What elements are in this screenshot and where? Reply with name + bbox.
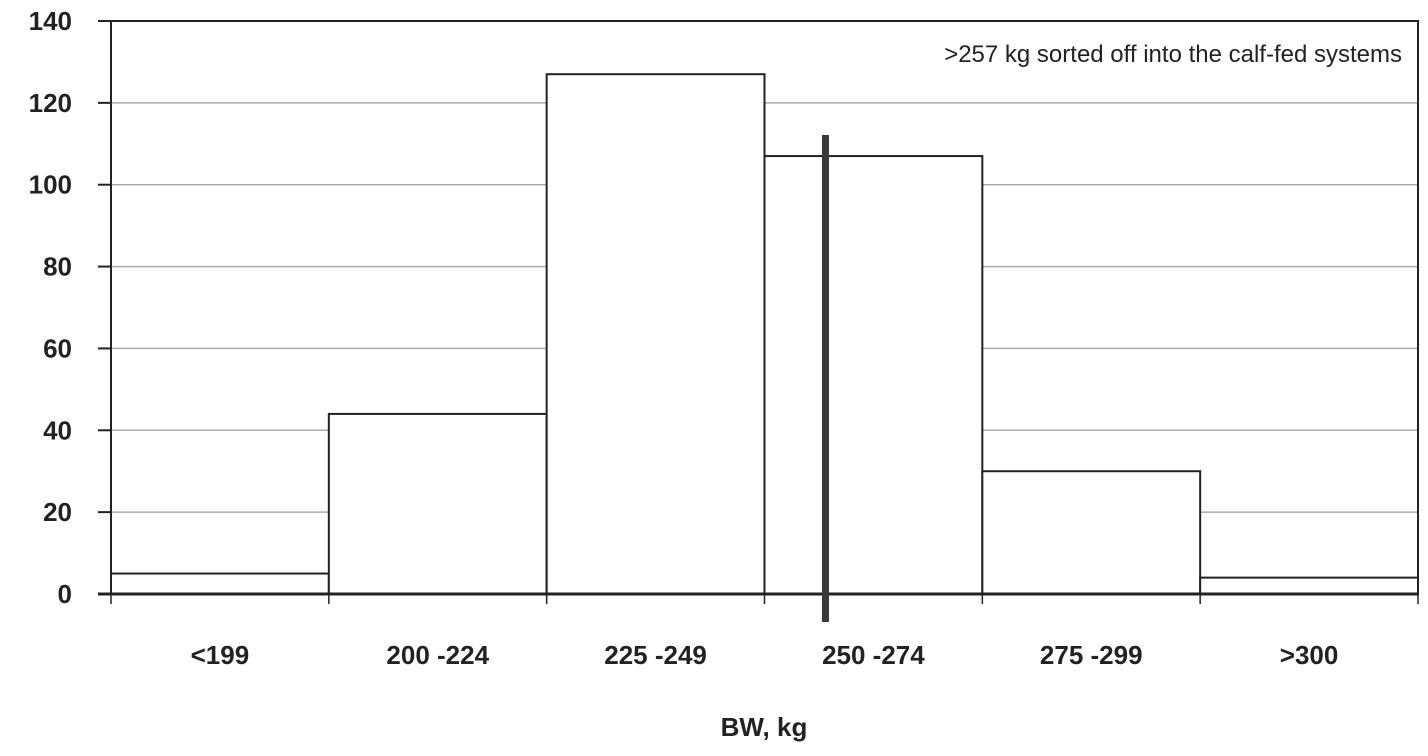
y-tick-label: 0 [58,579,72,609]
y-tick-label: 140 [29,6,72,36]
bar [110,572,330,595]
y-tick-label: 100 [29,170,72,200]
bar [545,73,766,595]
bar [763,155,984,595]
axis-layer [98,20,1419,604]
x-tick-label: >300 [1280,640,1339,670]
x-tick-label: 225 -249 [604,640,707,670]
x-tick-label: <199 [191,640,250,670]
x-axis-label: BW, kg [721,712,808,742]
y-tick-labels: 0 20 40 60 80 100 120 140 [29,6,72,609]
bars-layer [110,73,1419,596]
y-tick-label: 80 [43,252,72,282]
x-tick-label: 200 -224 [386,640,489,670]
y-tick-label: 60 [43,333,72,363]
y-tick-label: 20 [43,497,72,527]
y-tick-label: 120 [29,88,72,118]
annotation-text: >257 kg sorted off into the calf-fed sys… [944,41,1402,68]
bar [981,470,1202,596]
bar [1199,576,1419,596]
bar [327,412,548,595]
x-tick-label: 275 -299 [1040,640,1143,670]
y-tick-label: 40 [43,415,72,445]
x-tick-label: 250 -274 [822,640,925,670]
x-tick-labels: <199 200 -224 225 -249 250 -274 275 -299 >300 [191,640,1339,670]
